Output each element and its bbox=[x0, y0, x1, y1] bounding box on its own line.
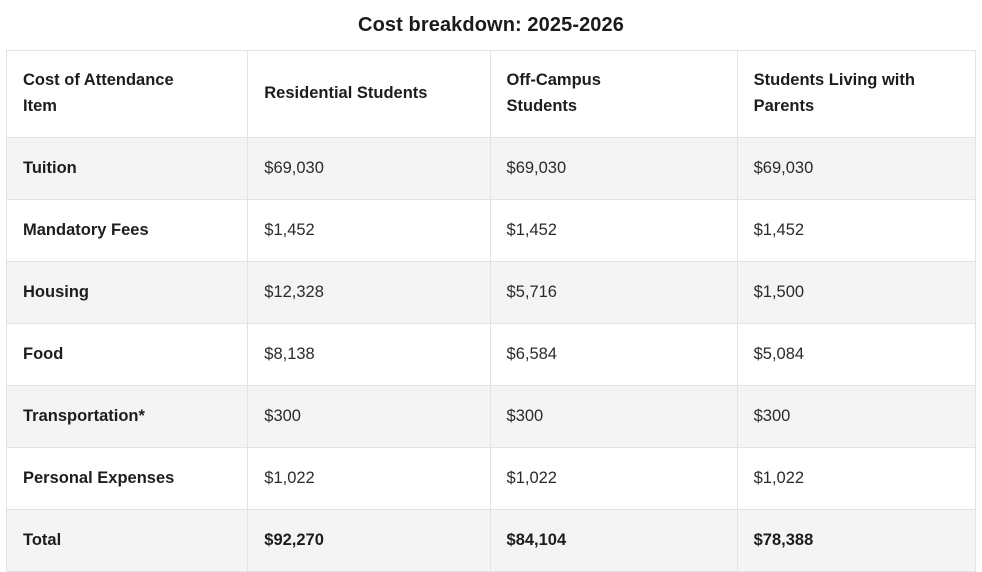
table-row-total: Total $92,270 $84,104 $78,388 bbox=[5, 509, 977, 572]
row-label-food: Food bbox=[5, 323, 249, 386]
cell-personal-expenses-residential: $1,022 bbox=[247, 447, 491, 510]
cell-food-residential: $8,138 bbox=[247, 323, 491, 386]
cell-total-residential: $92,270 bbox=[247, 509, 491, 572]
cell-mandatory-fees-residential: $1,452 bbox=[247, 199, 491, 262]
table-row-transportation: Transportation* $300 $300 $300 bbox=[5, 385, 977, 448]
row-label-personal-expenses: Personal Expenses bbox=[5, 447, 249, 510]
cell-tuition-off-campus: $69,030 bbox=[489, 137, 738, 200]
row-label-housing: Housing bbox=[5, 261, 249, 324]
cell-housing-with-parents: $1,500 bbox=[736, 261, 977, 324]
table-header: Cost of Attendance Item Residential Stud… bbox=[5, 50, 977, 138]
cell-mandatory-fees-with-parents: $1,452 bbox=[736, 199, 977, 262]
page-title: Cost breakdown: 2025-2026 bbox=[358, 14, 624, 36]
table-row-mandatory-fees: Mandatory Fees $1,452 $1,452 $1,452 bbox=[5, 199, 977, 262]
cell-total-with-parents: $78,388 bbox=[736, 509, 977, 572]
column-header-item: Cost of Attendance Item bbox=[5, 50, 249, 138]
row-label-mandatory-fees: Mandatory Fees bbox=[5, 199, 249, 262]
table-row-tuition: Tuition $69,030 $69,030 $69,030 bbox=[5, 137, 977, 200]
cell-total-off-campus: $84,104 bbox=[489, 509, 738, 572]
cell-transportation-off-campus: $300 bbox=[489, 385, 738, 448]
table-body: Tuition $69,030 $69,030 $69,030 Mandator… bbox=[5, 137, 977, 572]
cell-tuition-with-parents: $69,030 bbox=[736, 137, 977, 200]
cost-breakdown-table: Cost of Attendance Item Residential Stud… bbox=[5, 50, 977, 572]
column-header-off-campus: Off-Campus Students bbox=[489, 50, 738, 138]
cell-transportation-residential: $300 bbox=[247, 385, 491, 448]
cell-personal-expenses-off-campus: $1,022 bbox=[489, 447, 738, 510]
cell-tuition-residential: $69,030 bbox=[247, 137, 491, 200]
row-label-transportation: Transportation* bbox=[5, 385, 249, 448]
column-header-residential-label: Residential Students bbox=[264, 84, 428, 103]
header-row: Cost of Attendance Item Residential Stud… bbox=[5, 50, 977, 138]
cell-transportation-with-parents: $300 bbox=[736, 385, 977, 448]
cell-food-off-campus: $6,584 bbox=[489, 323, 738, 386]
column-header-item-label: Cost of Attendance Item bbox=[23, 71, 174, 115]
cell-food-with-parents: $5,084 bbox=[736, 323, 977, 386]
row-label-tuition: Tuition bbox=[5, 137, 249, 200]
row-label-total: Total bbox=[5, 509, 249, 572]
table-row-food: Food $8,138 $6,584 $5,084 bbox=[5, 323, 977, 386]
cell-personal-expenses-with-parents: $1,022 bbox=[736, 447, 977, 510]
column-header-residential: Residential Students bbox=[247, 50, 491, 138]
column-header-off-campus-label: Off-Campus Students bbox=[506, 71, 601, 115]
cell-mandatory-fees-off-campus: $1,452 bbox=[489, 199, 738, 262]
cell-housing-off-campus: $5,716 bbox=[489, 261, 738, 324]
table-row-personal-expenses: Personal Expenses $1,022 $1,022 $1,022 bbox=[5, 447, 977, 510]
column-header-with-parents: Students Living with Parents bbox=[736, 50, 977, 138]
column-header-with-parents-label: Students Living with Parents bbox=[753, 71, 915, 115]
table-row-housing: Housing $12,328 $5,716 $1,500 bbox=[5, 261, 977, 324]
cell-housing-residential: $12,328 bbox=[247, 261, 491, 324]
